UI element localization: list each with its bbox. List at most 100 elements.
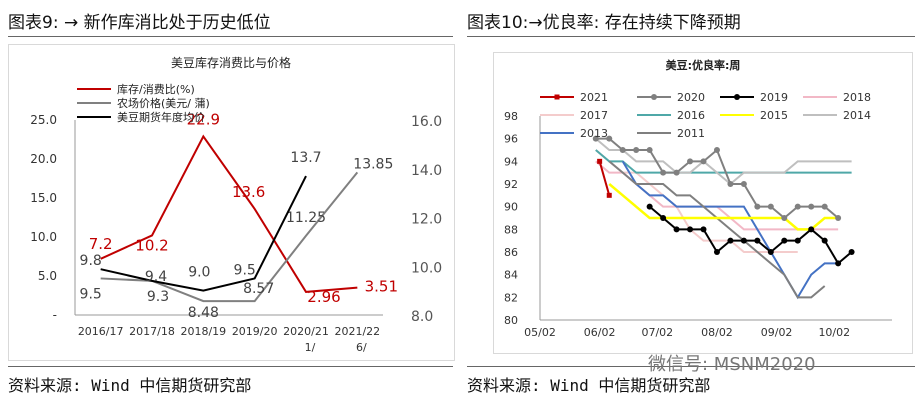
legend-label: 2018: [843, 91, 871, 104]
left-figure-title: 图表9: → 新作库消比处于历史低位: [8, 13, 271, 33]
data-label: 10.2: [135, 236, 168, 254]
marker-2020: [727, 181, 734, 187]
marker-2020: [835, 215, 842, 221]
y-tick-label: 96: [504, 133, 518, 146]
marker-2020: [646, 147, 653, 153]
x-tick-label: 05/02: [524, 326, 556, 339]
marker-2020: [633, 147, 640, 153]
data-label: 13.6: [232, 183, 265, 201]
marker-2020: [592, 135, 599, 142]
right-y-tick-label: 14.0: [411, 163, 442, 179]
data-label: 9.0: [188, 265, 210, 281]
series-line-2019: [648, 205, 853, 265]
y-tick-label: 84: [504, 269, 518, 282]
marker-2019: [821, 237, 828, 244]
marker-2019: [740, 237, 747, 244]
legend-label: 2016: [677, 109, 705, 122]
legend-label: 2020: [677, 91, 705, 104]
marker-2020: [606, 135, 613, 142]
series-line-1: [100, 171, 359, 303]
data-label: 7.2: [89, 235, 113, 253]
x-tick-label-line2: 1/: [305, 341, 316, 354]
legend-label: 2013: [580, 127, 608, 140]
marker-2019: [835, 260, 842, 267]
legend-marker: [651, 94, 657, 100]
left-chart-title: 美豆库存消费比与价格: [171, 55, 291, 70]
data-label: 3.51: [365, 278, 398, 296]
legend-label: 2017: [580, 109, 608, 122]
marker-2019: [687, 226, 694, 233]
marker-2020: [794, 203, 801, 210]
y-tick-label: 88: [504, 223, 518, 236]
legend-label: 库存/消费比(%): [117, 82, 195, 96]
x-tick-label: 2016/17: [78, 325, 124, 338]
x-tick-label-line2: 6/: [356, 341, 367, 354]
legend-marker: [734, 94, 740, 100]
left-y-tick-label: 25.0: [30, 113, 57, 127]
marker-2020: [687, 158, 694, 165]
data-label: 13.7: [290, 150, 321, 166]
marker-2019: [848, 249, 855, 255]
x-tick-label: 06/02: [584, 326, 616, 339]
right-y-tick-label: 8.0: [411, 309, 433, 325]
legend-label: 2011: [677, 127, 705, 140]
legend-label: 2014: [843, 109, 871, 122]
data-label: 11.25: [286, 210, 326, 226]
marker-2020: [713, 147, 720, 153]
data-label: 8.57: [243, 281, 274, 297]
right-chart: 美豆:优良率:周 80 82 84 86 88 90 92 94 96 98 05/02 06/02 07…: [493, 52, 913, 354]
series-line-2016: [595, 149, 852, 174]
right-y-tick-label: 16.0: [411, 114, 442, 130]
legend-marker: [554, 94, 560, 100]
marker-2020: [754, 203, 761, 210]
marker-2019: [754, 237, 761, 244]
y-tick-label: 94: [504, 155, 518, 168]
x-tick-label: 2017/18: [129, 325, 175, 338]
marker-2020: [821, 203, 828, 210]
marker-2019: [781, 237, 788, 244]
marker-2019: [646, 203, 653, 210]
marker-2019: [808, 226, 815, 233]
marker-2020: [740, 181, 747, 187]
left-y-tick-label: 20.0: [30, 152, 57, 166]
x-tick-label: 09/02: [761, 326, 793, 339]
left-y-tick-label: 10.0: [30, 230, 57, 244]
x-tick-label: 2019/20: [232, 325, 278, 338]
data-label: 2.96: [307, 288, 340, 306]
series-line-2013: [621, 160, 839, 300]
x-tick-label: 2021/22: [334, 325, 380, 338]
marker-2019: [700, 226, 707, 233]
y-tick-label: 80: [504, 314, 518, 327]
data-label: 9.8: [80, 253, 102, 269]
legend-label: 2021: [580, 91, 608, 104]
marker-2021: [597, 158, 603, 164]
marker-2020: [700, 158, 707, 165]
y-tick-label: 86: [504, 246, 518, 259]
left-y-tick-label: 15.0: [30, 191, 57, 205]
legend-label: 2015: [760, 109, 788, 122]
right-chart-title: 美豆:优良率:周: [666, 58, 741, 72]
marker-2019: [767, 249, 774, 255]
marker-2019: [673, 226, 680, 233]
series-line-2014: [595, 137, 852, 186]
data-label: 9.4: [145, 269, 167, 285]
x-tick-label: 07/02: [641, 326, 673, 339]
marker-2019: [713, 249, 720, 255]
watermark: 微信号: MSNM2020: [648, 354, 816, 375]
data-label: 22.9: [187, 110, 220, 128]
left-chart: 美豆库存消费比与价格 - 5.0 10.0 15.0 20.0 25.0 8.0 10.0 12.…: [8, 44, 455, 361]
marker-2020: [767, 203, 774, 210]
data-label: 13.85: [353, 156, 393, 172]
marker-2021: [606, 192, 612, 198]
legend-label: 美豆期货年度均价: [117, 110, 205, 124]
legend-label: 农场价格(美元/ 蒲): [117, 96, 210, 110]
series-line-2021: [598, 161, 611, 196]
left-y-tick-label: 5.0: [38, 269, 57, 283]
right-source: 资料来源: Wind 中信期货研究部: [467, 376, 711, 395]
marker-2020: [808, 203, 815, 210]
right-source-rule: [467, 366, 915, 367]
marker-2020: [660, 169, 667, 176]
y-tick-label: 92: [504, 178, 518, 191]
left-y-tick-label: -: [53, 308, 57, 322]
series-line-0: [100, 134, 358, 293]
